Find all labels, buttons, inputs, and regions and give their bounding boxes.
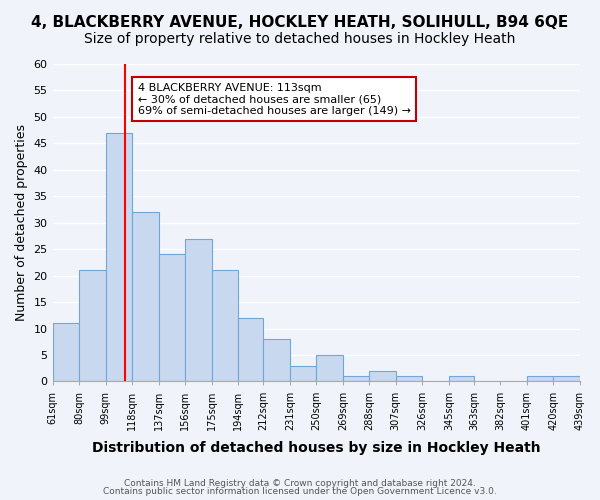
Text: Size of property relative to detached houses in Hockley Heath: Size of property relative to detached ho…	[85, 32, 515, 46]
Bar	[316, 355, 343, 382]
Bar	[212, 270, 238, 382]
Y-axis label: Number of detached properties: Number of detached properties	[15, 124, 28, 321]
Bar	[53, 324, 79, 382]
Bar	[527, 376, 553, 382]
Bar	[396, 376, 422, 382]
Bar	[132, 212, 158, 382]
Bar	[290, 366, 316, 382]
Text: Contains public sector information licensed under the Open Government Licence v3: Contains public sector information licen…	[103, 487, 497, 496]
Bar	[553, 376, 580, 382]
Bar	[106, 133, 132, 382]
Bar	[79, 270, 106, 382]
Bar	[185, 238, 212, 382]
Bar	[238, 318, 263, 382]
X-axis label: Distribution of detached houses by size in Hockley Heath: Distribution of detached houses by size …	[92, 441, 541, 455]
Bar	[449, 376, 474, 382]
Bar	[369, 371, 396, 382]
Text: Contains HM Land Registry data © Crown copyright and database right 2024.: Contains HM Land Registry data © Crown c…	[124, 478, 476, 488]
Bar	[158, 254, 185, 382]
Bar	[343, 376, 369, 382]
Bar	[263, 339, 290, 382]
Text: 4 BLACKBERRY AVENUE: 113sqm
← 30% of detached houses are smaller (65)
69% of sem: 4 BLACKBERRY AVENUE: 113sqm ← 30% of det…	[137, 82, 410, 116]
Text: 4, BLACKBERRY AVENUE, HOCKLEY HEATH, SOLIHULL, B94 6QE: 4, BLACKBERRY AVENUE, HOCKLEY HEATH, SOL…	[31, 15, 569, 30]
